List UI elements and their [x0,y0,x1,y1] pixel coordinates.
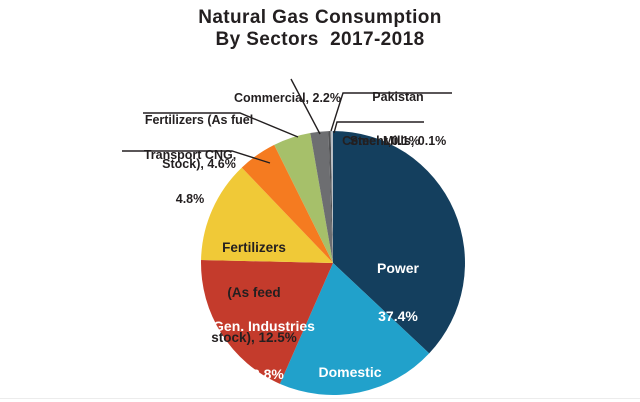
slice-label-domestic: Domestic 19.6% [300,332,400,402]
leader-line-pakistan-steel-mills [330,92,452,132]
slice-label-domestic-name: Domestic [318,364,382,380]
slice-label-gen-industries-value: 18.8% [244,366,284,382]
callout-commercial: Commercial, 2.2% [215,62,360,135]
pie-slice-commercial [310,131,333,263]
pie-slice-fertilizers-as-fuel-stock [274,132,333,263]
pie-slice-pakistan-steel-mills [328,131,333,263]
slice-label-gen-industries-name: Gen. Industries [213,318,315,334]
pie-slice-power [333,131,465,354]
callout-cement: Cement,0.1% [335,105,427,178]
pie-slices [201,131,465,395]
leader-line-cement [333,121,424,134]
chart-title-line2: By Sectors 2017-2018 [215,29,425,50]
slice-label-fert-feed-line2: (As feed [227,285,281,300]
leader-line-fertilizers-fuel [143,112,299,138]
callout-commercial-text: Commercial, 2.2% [234,91,341,105]
chart-title-line1: Natural Gas Consumption [198,7,442,28]
chart-title: Natural Gas Consumption By Sectors 2017-… [0,7,640,51]
callout-psm-line2: Steel Mills, 0.1% [349,133,447,148]
slice-label-gen-industries: Gen. Industries 18.8% [188,286,340,402]
slice-label-power: Power 37.4% [348,228,448,356]
pie-slice-domestic [279,263,430,395]
slice-label-power-name: Power [376,260,419,276]
pie-slice-transport-cng [241,144,333,263]
pie-slice-cement [330,131,333,263]
pie-slice-fertilizers-as-feed-stock [201,167,333,263]
bottom-divider [0,398,640,399]
slice-label-fert-feed-line3: stock), 12.5% [211,330,297,345]
slice-label-fert-feed-line1: Fertilizers [222,240,286,255]
callout-psm-line1: Pakistan [372,90,424,104]
callout-transport-line2: 4.8% [175,191,205,206]
callout-fert-fuel-line2: Stock), 4.6% [162,156,236,171]
callout-cement-text: Cement,0.1% [342,134,420,148]
slice-label-power-value: 37.4% [378,308,418,324]
callout-fert-fuel-line1: Fertilizers (As fuel [144,113,254,127]
leader-lines [122,78,452,164]
callout-pakistan-steel-mills: Pakistan Steel Mills, 0.1% [324,61,472,177]
leader-line-commercial [290,78,321,135]
callout-fertilizers-fuel: Fertilizers (As fuel Stock), 4.6% [120,84,278,200]
slice-label-fertilizers-feed: Fertilizers (As feed stock), 12.5% [184,210,324,375]
pie-slice-gen-industries [201,259,333,384]
callout-transport-cng: Transport CNG, 4.8% [115,119,265,235]
leader-line-transport-cng [122,150,271,164]
callout-transport-line1: Transport CNG, [143,148,237,162]
